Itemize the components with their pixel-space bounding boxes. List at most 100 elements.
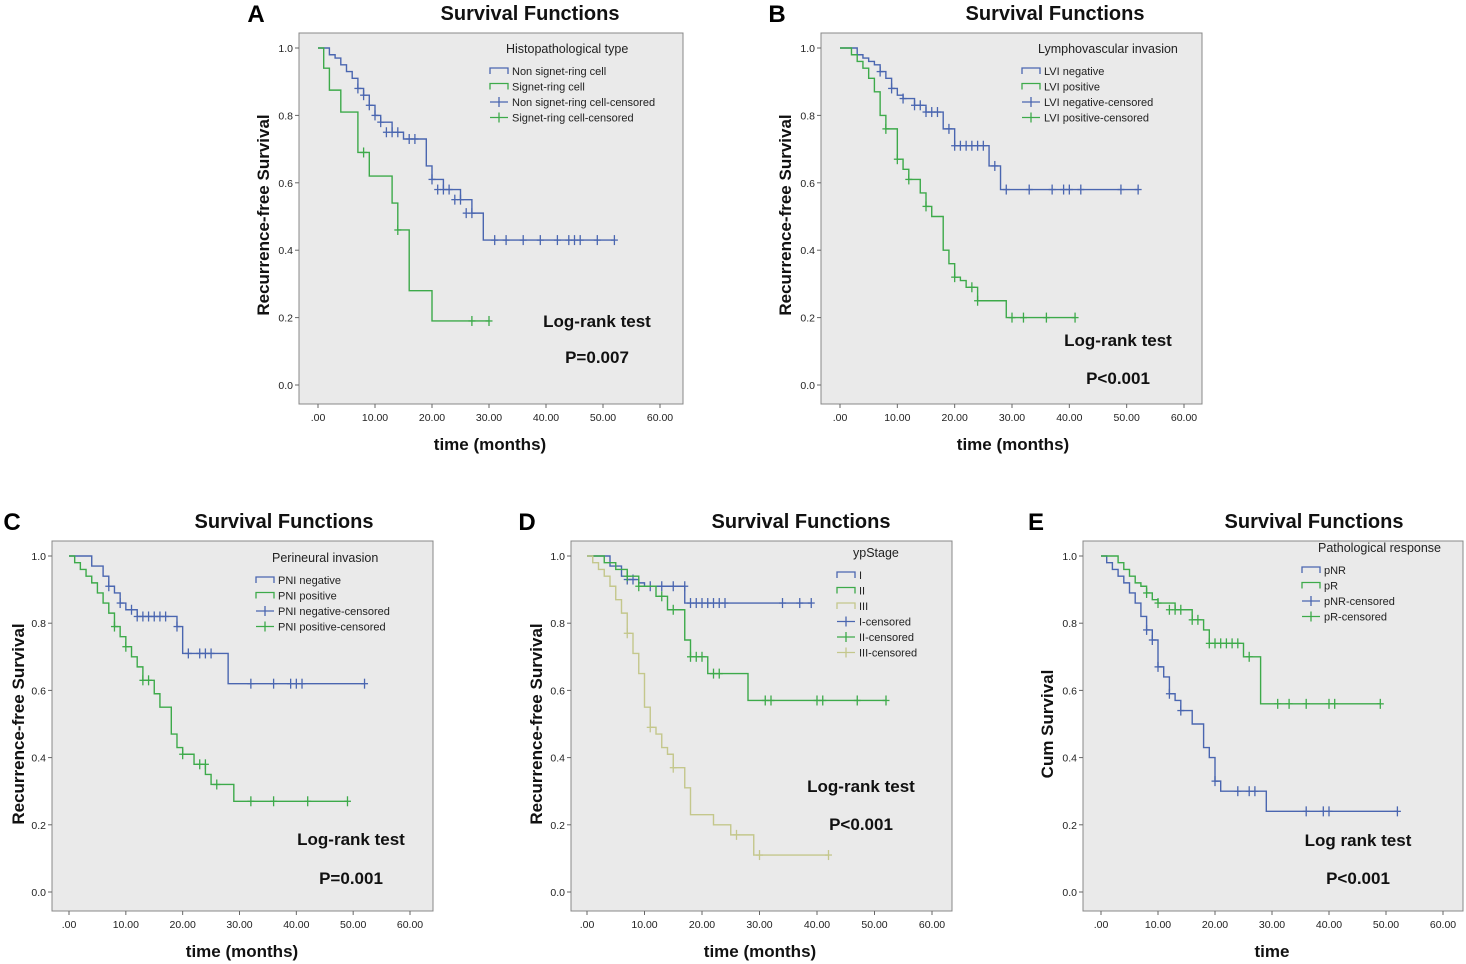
legend-item: Signet-ring cell <box>489 82 585 94</box>
censor-mark <box>1019 312 1027 323</box>
y-tick-label: 0.8 <box>1062 618 1077 630</box>
y-tick-label: 0.6 <box>31 685 46 697</box>
censor-mark <box>1065 184 1073 195</box>
censor-mark <box>468 208 476 219</box>
censor-mark <box>715 668 723 679</box>
legend-swatch <box>836 602 856 609</box>
censor-mark <box>905 174 913 185</box>
legend-swatch <box>1021 67 1041 74</box>
panel-e: E Survival Functions 0.0 0.2 0.4 0.6 0.8 1.0 .00… <box>1028 509 1464 961</box>
censor-mark <box>825 850 832 861</box>
legend-item: LVI negative <box>1021 66 1104 78</box>
censor-mark <box>1154 598 1162 609</box>
censor-mark <box>899 93 907 104</box>
censor-mark <box>1251 786 1259 797</box>
legend-label: II <box>859 586 865 598</box>
survival-curve <box>587 555 886 702</box>
series-pni-positive <box>69 555 351 807</box>
panel-label: C <box>3 509 20 536</box>
x-tick-label: 30.00 <box>476 412 502 424</box>
survival-curve <box>318 47 489 322</box>
x-tick-label: 40.00 <box>533 412 559 424</box>
censor-mark <box>184 648 192 659</box>
legend-item: pNR-censored <box>1302 596 1395 608</box>
censor-mark <box>945 123 953 134</box>
censor-mark <box>968 282 976 293</box>
series-non-signet-ring-cell <box>318 47 618 246</box>
censor-mark <box>893 154 901 165</box>
x-tick-label: 50.00 <box>861 919 887 931</box>
panel-label: B <box>768 1 785 28</box>
censor-mark <box>1048 184 1056 195</box>
panel-label: D <box>518 509 535 536</box>
censor-mark <box>361 678 369 689</box>
test-label: Log-rank test <box>1064 331 1172 350</box>
censor-mark <box>658 581 666 592</box>
series-ii <box>587 555 890 706</box>
censor-mark <box>1134 184 1142 195</box>
censor-mark <box>116 598 124 609</box>
x-tick-label: 30.00 <box>1259 919 1285 931</box>
legend-label: Signet-ring cell-censored <box>512 113 634 125</box>
censor-mark <box>247 796 255 807</box>
series-signet-ring-cell <box>318 47 493 326</box>
p-value: P=0.007 <box>565 348 629 367</box>
censor-mark <box>767 695 775 706</box>
censor-mark <box>1143 587 1151 598</box>
legend: Pathological response pNR pR pNR-censored pR… <box>1301 541 1441 624</box>
legend-label: III-censored <box>859 648 917 660</box>
censor-mark <box>979 140 987 151</box>
legend-label: PNI negative-censored <box>278 606 390 618</box>
censor-mark <box>394 127 402 138</box>
censor-mark <box>933 107 941 118</box>
legend-item: Signet-ring cell-censored <box>490 112 634 125</box>
y-axis-label: Cum Survival <box>1038 670 1057 779</box>
censor-mark <box>343 796 351 807</box>
censor-mark <box>681 581 689 592</box>
legend-item: LVI positive <box>1021 82 1100 94</box>
legend-swatch <box>489 67 509 74</box>
legend-item: PNI negative-censored <box>256 606 390 618</box>
x-tick-label: 20.00 <box>689 919 715 931</box>
x-tick-label: 10.00 <box>1145 919 1171 931</box>
legend-label: LVI negative-censored <box>1044 97 1153 109</box>
y-tick-label: 0.2 <box>800 313 815 325</box>
legend-item: PNI negative <box>255 575 341 587</box>
x-tick-label: .00 <box>1094 919 1109 931</box>
x-tick-label: .00 <box>580 919 595 931</box>
y-tick-label: 0.0 <box>31 887 46 899</box>
x-axis-label: time (months) <box>186 942 298 961</box>
censor-mark <box>756 850 763 861</box>
censor-mark <box>1302 698 1310 709</box>
censor-mark <box>468 315 476 326</box>
censor-mark <box>502 235 510 246</box>
chart-title: Survival Functions <box>712 511 891 533</box>
censor-mark <box>457 194 464 205</box>
censor-mark <box>377 117 385 128</box>
legend-label: LVI positive-censored <box>1044 113 1149 125</box>
chart-title: Survival Functions <box>966 3 1145 25</box>
x-tick-label: .00 <box>62 919 77 931</box>
censor-mark <box>1325 806 1333 817</box>
censor-mark <box>951 272 959 283</box>
x-tick-label: 50.00 <box>1373 919 1399 931</box>
censor-mark <box>922 201 930 212</box>
censor-mark <box>1285 698 1293 709</box>
censor-mark <box>807 598 815 609</box>
series-pnr <box>1101 555 1401 817</box>
legend-label: pNR-censored <box>1324 596 1395 608</box>
censor-mark <box>428 174 436 185</box>
legend-label: LVI positive <box>1044 82 1100 94</box>
series-iii <box>587 555 832 861</box>
y-tick-label: 0.4 <box>550 753 565 765</box>
censor-mark <box>1194 614 1202 625</box>
legend-item: pNR <box>1301 565 1346 577</box>
x-tick-label: 20.00 <box>419 412 445 424</box>
y-tick-label: 0.8 <box>550 618 565 630</box>
legend-item: pR-censored <box>1302 611 1387 624</box>
legend-label: pR <box>1324 581 1338 593</box>
censor-mark <box>213 779 221 790</box>
x-tick-label: 60.00 <box>647 412 673 424</box>
y-tick-label: 0.2 <box>31 820 46 832</box>
censor-mark <box>536 235 544 246</box>
